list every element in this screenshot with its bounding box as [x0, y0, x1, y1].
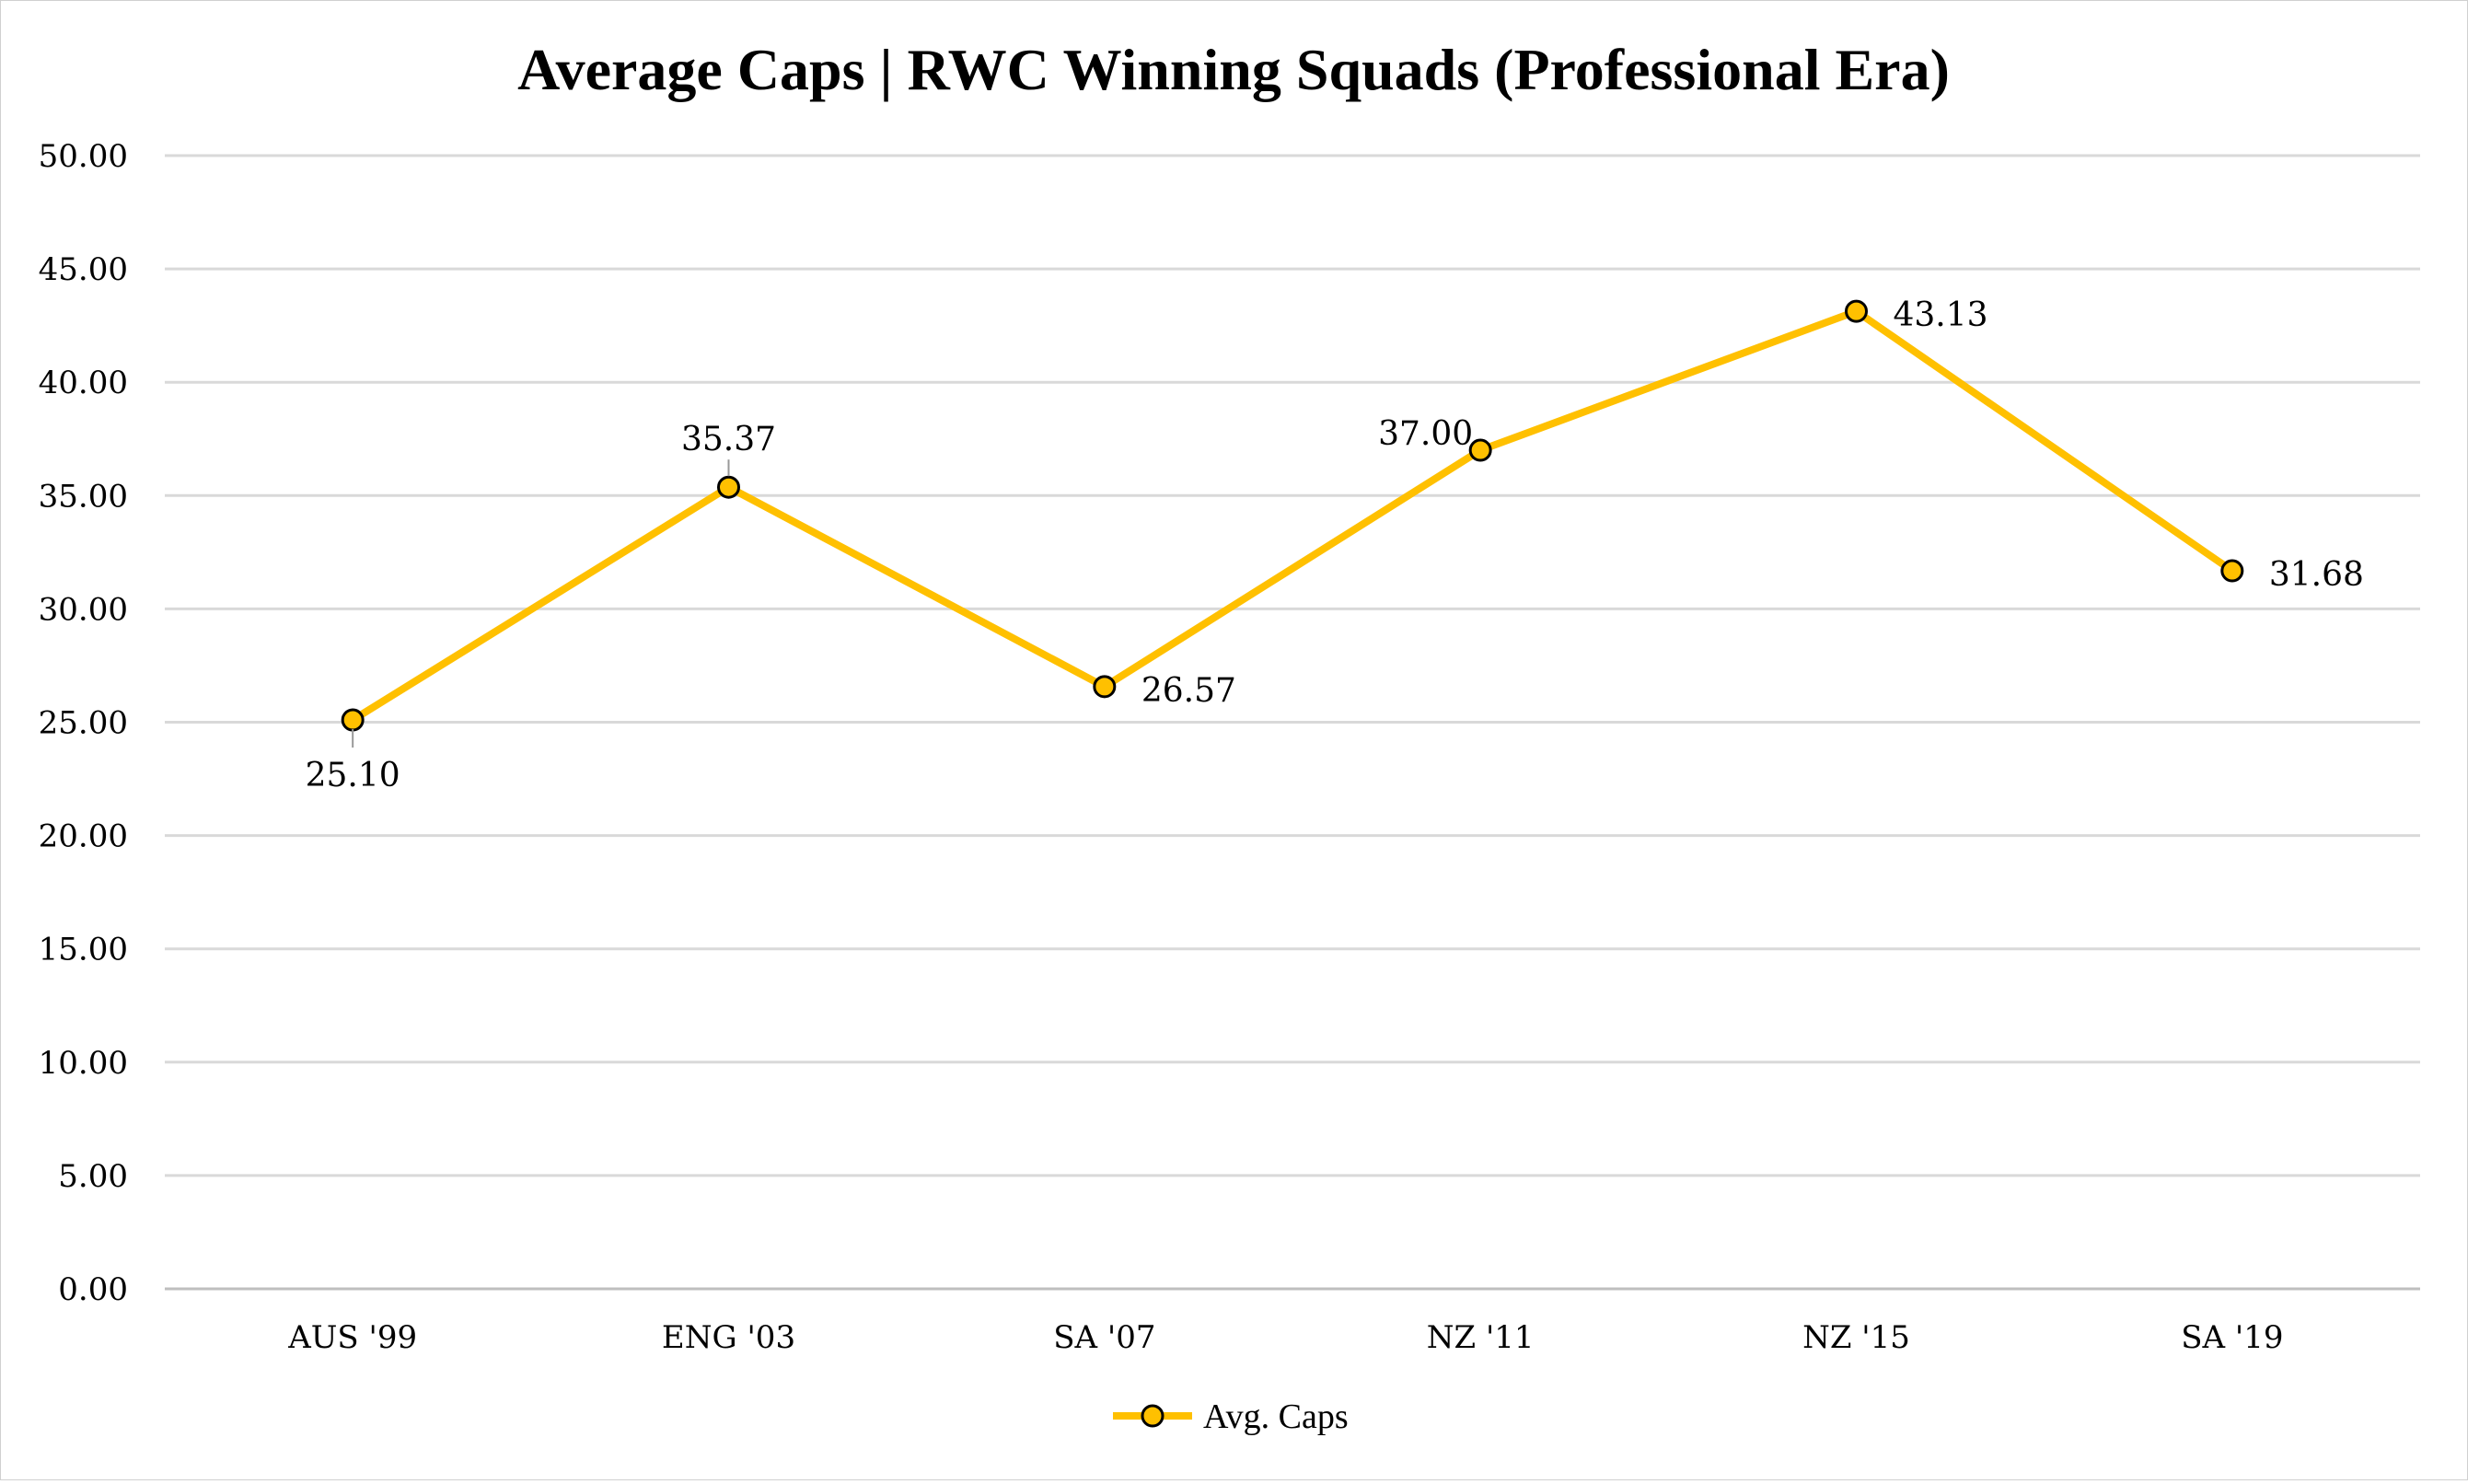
data-label: 26.57: [1141, 672, 1236, 710]
x-tick-label: SA '19: [2181, 1319, 2283, 1356]
x-tick-label: AUS '99: [287, 1319, 417, 1356]
data-point: [1845, 299, 1868, 323]
y-tick-label: 40.00: [39, 365, 128, 401]
data-label: 25.10: [306, 757, 400, 794]
y-tick-label: 15.00: [39, 932, 128, 968]
y-tick-label: 35.00: [39, 478, 128, 515]
legend: Avg. Caps: [1113, 1397, 1349, 1436]
y-tick-label: 30.00: [39, 591, 128, 628]
y-tick-label: 5.00: [58, 1158, 128, 1195]
y-tick-label: 50.00: [39, 138, 128, 175]
y-tick-label: 45.00: [39, 251, 128, 288]
data-label: 35.37: [681, 421, 776, 458]
y-tick-label: 0.00: [58, 1271, 128, 1308]
data-point: [1468, 438, 1492, 462]
data-label: 43.13: [1894, 296, 1988, 334]
data-point: [2220, 559, 2244, 583]
grid-lines: [165, 154, 2420, 1291]
y-tick-label: 25.00: [39, 705, 128, 742]
data-point: [717, 475, 740, 499]
y-tick-label: 10.00: [39, 1045, 128, 1082]
data-point: [341, 708, 365, 732]
data-labels: 25.10 35.37 26.57 37.00 43.13 31.68: [306, 296, 2364, 794]
data-label: 31.68: [2269, 556, 2364, 594]
data-point: [1093, 675, 1117, 699]
legend-label: Avg. Caps: [1203, 1397, 1349, 1436]
chart-title: Average Caps | RWC Winning Squads (Profe…: [517, 37, 1950, 102]
series-line: [351, 307, 2235, 724]
legend-marker-swatch: [1141, 1404, 1164, 1428]
data-label: 37.00: [1378, 415, 1473, 453]
series-avg-caps: [341, 299, 2244, 732]
y-tick-label: 20.00: [39, 818, 128, 855]
y-axis-tick-labels: 0.00 5.00 10.00 15.00 20.00 25.00 30.00 35.00 40…: [39, 138, 128, 1308]
x-tick-label: NZ '15: [1802, 1319, 1910, 1356]
x-axis-tick-labels: AUS '99 ENG '03 SA '07 NZ '11 NZ '15 SA '19: [287, 1319, 2283, 1356]
x-tick-label: ENG '03: [662, 1319, 795, 1356]
x-tick-label: SA '07: [1053, 1319, 1155, 1356]
x-tick-label: NZ '11: [1427, 1319, 1535, 1356]
